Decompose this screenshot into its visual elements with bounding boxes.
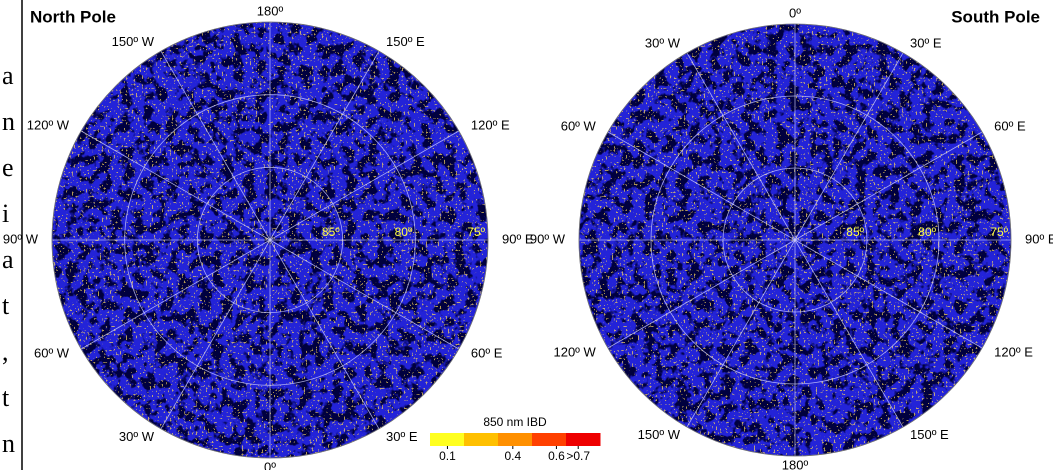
text-fragment: e [2,153,14,182]
latitude-label: 85º [322,225,340,239]
longitude-label: 90º W [3,231,39,246]
text-fragment: n [2,107,15,136]
text-fragment: t [2,383,10,412]
map-title: South Pole [951,7,1040,26]
text-fragment: n [2,429,15,458]
longitude-label: 30º E [386,429,418,444]
longitude-label: 120º W [27,117,70,132]
text-fragment: t [2,291,10,320]
colorbar-segment [532,433,567,446]
colorbar-tick-label: >0.7 [566,449,590,463]
longitude-label: 60º E [994,118,1026,133]
longitude-label: 150º E [386,34,425,49]
longitude-label: 150º W [112,34,155,49]
longitude-label: 120º W [553,344,596,359]
latitude-label: 80º [918,225,936,239]
colorbar-tick-label: 0.6 [548,449,565,463]
map-title: North Pole [30,7,116,26]
longitude-label: 60º W [561,118,597,133]
colorbar-segment [566,433,601,446]
text-fragment: , [2,337,9,366]
latitude-label: 75º [467,225,485,239]
longitude-label: 0º [264,459,276,470]
longitude-label: 60º W [34,345,70,360]
longitude-label: 30º W [645,36,681,51]
colorbar-segment [464,433,499,446]
longitude-label: 120º E [994,344,1033,359]
longitude-label: 30º W [119,429,155,444]
longitude-label: 180º [782,457,809,470]
latitude-label: 75º [990,225,1008,239]
latitude-label: 85º [846,225,864,239]
text-fragment: a [2,245,14,274]
colorbar-segment [498,433,533,446]
longitude-label: 150º W [638,427,681,442]
colorbar-tick-label: 0.4 [504,449,521,463]
colorbar-segment [430,433,465,446]
longitude-label: 90º E [1025,231,1053,246]
longitude-label: 90º W [530,231,566,246]
colorbar-title: 850 nm IBD [483,415,547,429]
text-fragment: a [2,61,14,90]
colorbar-tick-label: 0.1 [439,449,456,463]
figure: aneiat,tn180º150º E120º E90º E60º E30º E… [0,0,1053,470]
longitude-label: 30º E [910,36,942,51]
longitude-label: 180º [257,3,284,18]
text-fragment: i [2,199,9,228]
longitude-label: 150º E [910,427,949,442]
longitude-label: 60º E [471,345,503,360]
longitude-label: 120º E [471,117,510,132]
latitude-label: 80º [395,225,413,239]
longitude-label: 0º [789,5,801,20]
